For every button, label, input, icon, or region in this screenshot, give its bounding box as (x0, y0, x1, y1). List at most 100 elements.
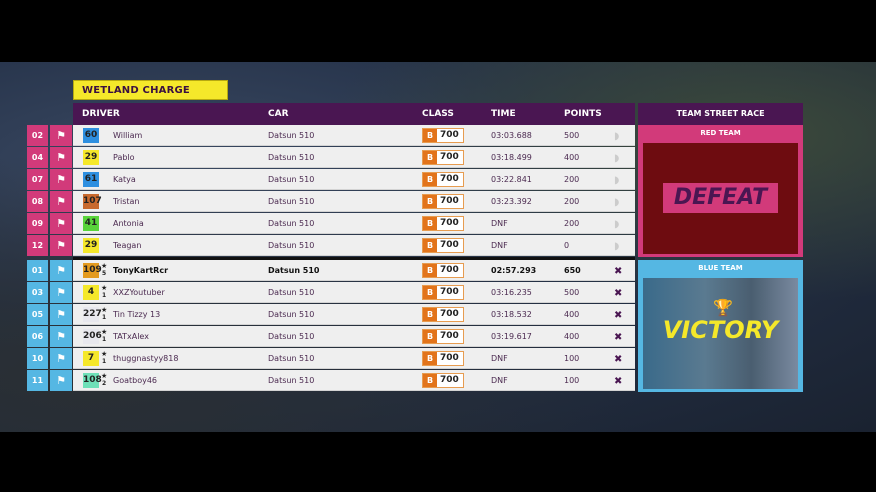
flag-icon: ⚑ (50, 370, 72, 391)
team-divider (73, 257, 635, 260)
table-row[interactable]: 7 ★ 1 thuggnastyy818 Datsun 510 B 700 DNF … (73, 348, 635, 369)
flag-icon: ⚑ (50, 304, 72, 325)
muted-mic-icon[interactable]: ✖ (614, 288, 623, 299)
table-row[interactable]: 41 Antonia Datsun 510 B 700 DNF 200 ◗ (73, 213, 635, 234)
drivatar-icon: ◗ (614, 241, 620, 252)
race-time: 02:57.293 (491, 266, 537, 275)
flag-icon: ⚑ (50, 235, 72, 256)
muted-mic-icon[interactable]: ✖ (614, 310, 623, 321)
points: 500 (564, 131, 580, 140)
event-title: WETLAND CHARGE (73, 80, 228, 100)
table-row[interactable]: 29 Pablo Datsun 510 B 700 03:18.499 400 ◗ (73, 147, 635, 168)
table-row[interactable]: 61 Katya Datsun 510 B 700 03:22.841 200 ◗ (73, 169, 635, 190)
red-team-label: RED TEAM (700, 129, 741, 137)
pi-value: 700 (440, 265, 459, 275)
position: 01 (27, 260, 48, 281)
star-icon: ★ 1 (101, 306, 108, 322)
flag-icon: ⚑ (50, 348, 72, 369)
race-time: 03:22.841 (491, 175, 532, 184)
flag-icon: ⚑ (50, 169, 72, 190)
points: 0 (564, 241, 570, 250)
class-badge: B 700 (422, 307, 464, 322)
points: 650 (564, 266, 581, 275)
class-letter: B (423, 308, 437, 321)
table-row[interactable]: 206 ★ 1 TATxAlex Datsun 510 B 700 03:19.61… (73, 326, 635, 347)
points: 200 (564, 219, 580, 228)
driver-name[interactable]: Tin Tizzy 13 (113, 310, 161, 319)
points: 400 (564, 153, 580, 162)
pi-value: 700 (440, 240, 459, 250)
star-count: 1 (102, 358, 107, 365)
race-time: 03:18.499 (491, 153, 532, 162)
flag-icon: ⚑ (50, 260, 72, 281)
driver-name[interactable]: Antonia (113, 219, 144, 228)
trophy-icon: 🏆 (713, 298, 733, 317)
table-row[interactable]: 109 ★ 5 TonyKartRcr Datsun 510 B 700 02:57… (73, 260, 635, 281)
driver-name[interactable]: William (113, 131, 143, 140)
pi-value: 700 (440, 331, 459, 341)
driver-rating: 4 (83, 285, 99, 300)
victory-image: 🏆 VICTORY (643, 278, 798, 389)
driver-name[interactable]: Katya (113, 175, 136, 184)
position: 05 (27, 304, 48, 325)
driver-rating: 109 (83, 263, 102, 278)
driver-name[interactable]: TonyKartRcr (113, 266, 169, 275)
driver-name[interactable]: Goatboy46 (113, 376, 158, 385)
driver-rating: 206 (83, 329, 102, 344)
points: 500 (564, 288, 580, 297)
class-badge: B 700 (422, 172, 464, 187)
table-row[interactable]: 60 William Datsun 510 B 700 03:03.688 500… (73, 125, 635, 146)
car-name: Datsun 510 (268, 197, 315, 206)
pi-value: 700 (440, 218, 459, 228)
driver-rating: 227 (83, 307, 102, 322)
class-badge: B 700 (422, 285, 464, 300)
car-name: Datsun 510 (268, 175, 315, 184)
driver-name[interactable]: Tristan (113, 197, 140, 206)
muted-mic-icon[interactable]: ✖ (614, 332, 623, 343)
car-name: Datsun 510 (268, 266, 320, 275)
position: 07 (27, 169, 48, 190)
driver-rating: 29 (83, 150, 99, 165)
car-name: Datsun 510 (268, 131, 315, 140)
header-points: POINTS (564, 109, 602, 119)
driver-name[interactable]: Pablo (113, 153, 135, 162)
header-car: CAR (268, 109, 289, 119)
position: 03 (27, 282, 48, 303)
flag-icon: ⚑ (50, 282, 72, 303)
driver-name[interactable]: XXZYoutuber (113, 288, 165, 297)
driver-name[interactable]: Teagan (113, 241, 142, 250)
team-race-header: TEAM STREET RACE (638, 103, 803, 125)
race-time: DNF (491, 376, 508, 385)
star-icon: ★ 1 (101, 328, 108, 344)
star-icon: ★ 5 (101, 262, 108, 278)
race-time: DNF (491, 241, 508, 250)
table-row[interactable]: 29 Teagan Datsun 510 B 700 DNF 0 ◗ (73, 235, 635, 256)
car-name: Datsun 510 (268, 153, 315, 162)
table-row[interactable]: 107 Tristan Datsun 510 B 700 03:23.392 20… (73, 191, 635, 212)
table-row[interactable]: 108 ★ 2 Goatboy46 Datsun 510 B 700 DNF 100… (73, 370, 635, 391)
points: 100 (564, 354, 580, 363)
driver-rating: 60 (83, 128, 99, 143)
pi-value: 700 (440, 152, 459, 162)
muted-mic-icon[interactable]: ✖ (614, 354, 623, 365)
muted-mic-icon[interactable]: ✖ (614, 376, 623, 387)
driver-rating: 29 (83, 238, 99, 253)
star-icon: ★ 1 (101, 350, 108, 366)
star-count: 1 (102, 292, 107, 299)
driver-name[interactable]: TATxAlex (113, 332, 149, 341)
class-letter: B (423, 217, 437, 230)
table-header: DRIVER CAR CLASS TIME POINTS (73, 103, 635, 125)
driver-name[interactable]: thuggnastyy818 (113, 354, 179, 363)
class-letter: B (423, 173, 437, 186)
car-name: Datsun 510 (268, 241, 315, 250)
class-badge: B 700 (422, 351, 464, 366)
table-row[interactable]: 227 ★ 1 Tin Tizzy 13 Datsun 510 B 700 03:1… (73, 304, 635, 325)
muted-mic-icon[interactable]: ✖ (614, 266, 623, 277)
table-row[interactable]: 4 ★ 1 XXZYoutuber Datsun 510 B 700 03:16.2… (73, 282, 635, 303)
flag-icon: ⚑ (50, 213, 72, 234)
star-icon: ★ 2 (101, 372, 108, 388)
class-badge: B 700 (422, 216, 464, 231)
flag-icon: ⚑ (50, 147, 72, 168)
pi-value: 700 (440, 375, 459, 385)
driver-rating: 108 (83, 373, 102, 388)
